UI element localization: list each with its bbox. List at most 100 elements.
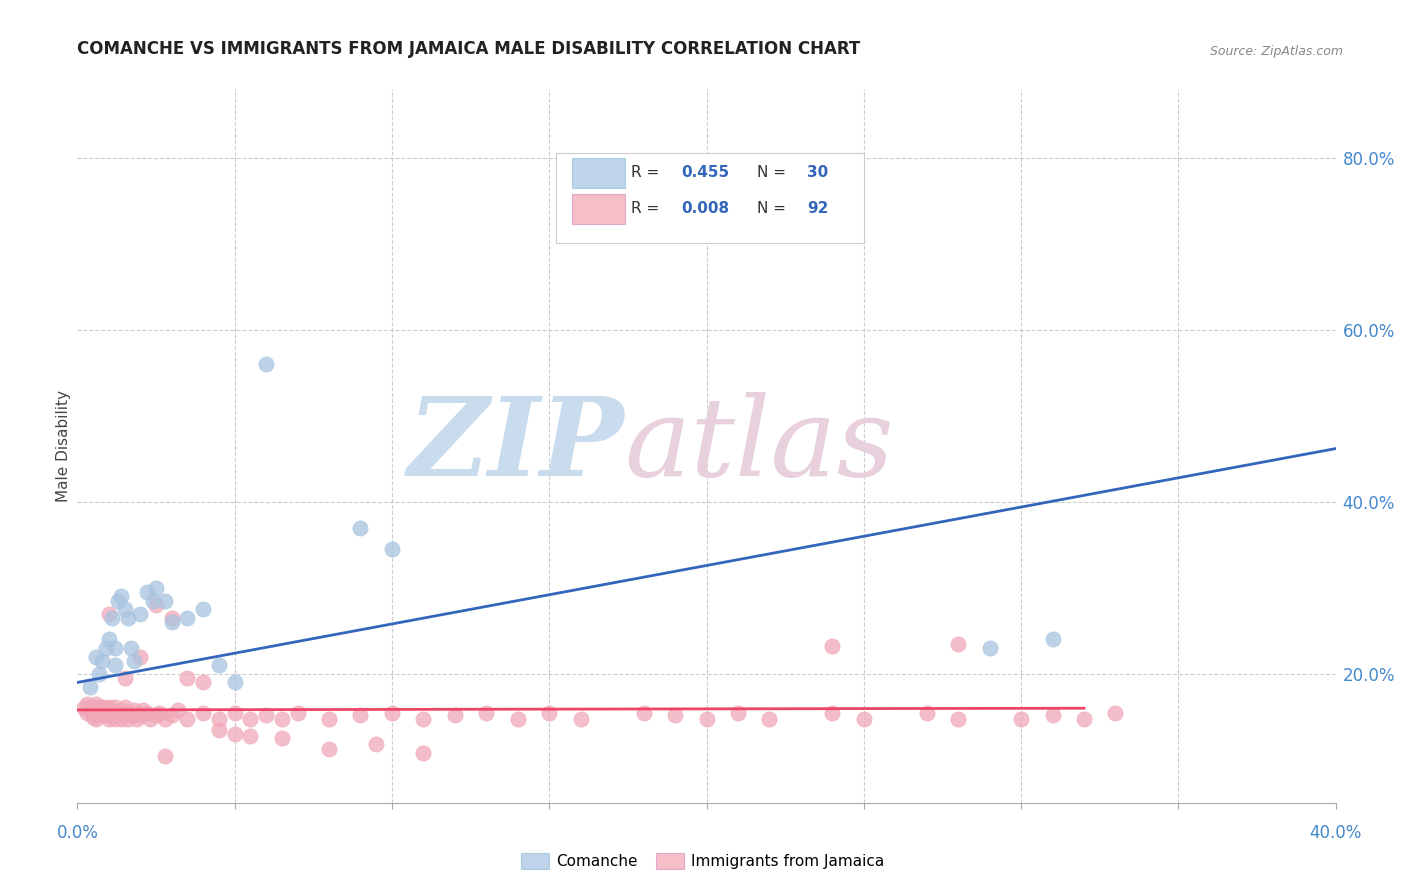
Text: 0.008: 0.008: [682, 201, 730, 216]
Point: [160, 615, 183, 630]
Point: [506, 712, 529, 726]
Point: [915, 706, 938, 720]
Point: [110, 590, 132, 604]
Point: [633, 706, 655, 720]
Point: [72, 701, 94, 715]
Point: [1042, 632, 1064, 647]
Point: [79, 699, 101, 714]
Point: [104, 658, 127, 673]
Point: [664, 708, 686, 723]
Point: [94, 701, 117, 715]
Text: R =: R =: [631, 201, 664, 216]
Point: [412, 746, 434, 760]
Point: [318, 742, 340, 756]
Text: COMANCHE VS IMMIGRANTS FROM JAMAICA MALE DISABILITY CORRELATION CHART: COMANCHE VS IMMIGRANTS FROM JAMAICA MALE…: [77, 40, 860, 58]
Point: [142, 593, 165, 607]
Point: [97, 699, 120, 714]
Point: [412, 712, 434, 726]
Point: [366, 737, 388, 751]
Point: [224, 706, 246, 720]
Text: 40.0%: 40.0%: [1309, 824, 1362, 842]
Point: [208, 723, 231, 737]
Point: [1073, 712, 1095, 726]
Point: [167, 703, 190, 717]
Point: [114, 699, 136, 714]
Point: [122, 706, 145, 720]
Point: [91, 654, 114, 668]
Point: [84, 649, 107, 664]
Point: [444, 708, 467, 723]
Point: [160, 708, 183, 723]
Point: [110, 712, 132, 726]
Point: [117, 611, 139, 625]
Point: [145, 598, 167, 612]
Point: [76, 706, 98, 720]
Text: Source: ZipAtlas.com: Source: ZipAtlas.com: [1209, 45, 1343, 58]
Point: [79, 703, 101, 717]
Point: [120, 641, 142, 656]
Point: [1010, 712, 1032, 726]
Point: [239, 712, 262, 726]
Point: [381, 706, 404, 720]
Point: [155, 748, 177, 763]
Point: [145, 581, 167, 595]
Point: [224, 727, 246, 741]
Point: [97, 706, 120, 720]
Point: [107, 593, 129, 607]
Point: [107, 706, 129, 720]
Point: [91, 699, 114, 714]
Point: [270, 731, 292, 746]
Point: [79, 680, 101, 694]
Point: [97, 632, 120, 647]
Point: [318, 712, 340, 726]
Point: [821, 706, 844, 720]
Text: R =: R =: [631, 165, 664, 180]
Point: [97, 607, 120, 621]
Point: [91, 706, 114, 720]
Text: 92: 92: [807, 201, 828, 216]
Point: [84, 703, 107, 717]
Text: 0.0%: 0.0%: [56, 824, 98, 842]
Point: [349, 521, 371, 535]
Point: [852, 712, 875, 726]
Point: [82, 699, 104, 714]
Point: [254, 708, 277, 723]
Point: [191, 706, 215, 720]
Point: [122, 654, 145, 668]
Point: [155, 593, 177, 607]
Point: [1042, 708, 1064, 723]
Point: [101, 703, 124, 717]
Point: [821, 640, 844, 654]
Point: [104, 712, 127, 726]
Point: [114, 671, 136, 685]
Point: [160, 611, 183, 625]
Point: [101, 611, 124, 625]
Point: [114, 602, 136, 616]
Point: [89, 699, 111, 714]
Point: [138, 712, 160, 726]
Point: [91, 703, 114, 717]
Legend: Comanche, Immigrants from Jamaica: Comanche, Immigrants from Jamaica: [515, 847, 891, 875]
Point: [101, 708, 124, 723]
Text: ZIP: ZIP: [408, 392, 624, 500]
Point: [132, 703, 155, 717]
Text: N =: N =: [756, 165, 790, 180]
Point: [727, 706, 749, 720]
Point: [82, 710, 104, 724]
Point: [135, 706, 157, 720]
Text: atlas: atlas: [624, 392, 894, 500]
Point: [349, 708, 371, 723]
Point: [110, 703, 132, 717]
FancyBboxPatch shape: [572, 194, 624, 224]
Point: [287, 706, 309, 720]
Point: [135, 585, 157, 599]
Point: [208, 658, 231, 673]
Point: [84, 697, 107, 711]
Point: [948, 712, 970, 726]
Point: [1104, 706, 1126, 720]
Point: [224, 675, 246, 690]
Point: [120, 708, 142, 723]
Point: [94, 708, 117, 723]
Text: N =: N =: [756, 201, 790, 216]
Point: [381, 542, 404, 557]
